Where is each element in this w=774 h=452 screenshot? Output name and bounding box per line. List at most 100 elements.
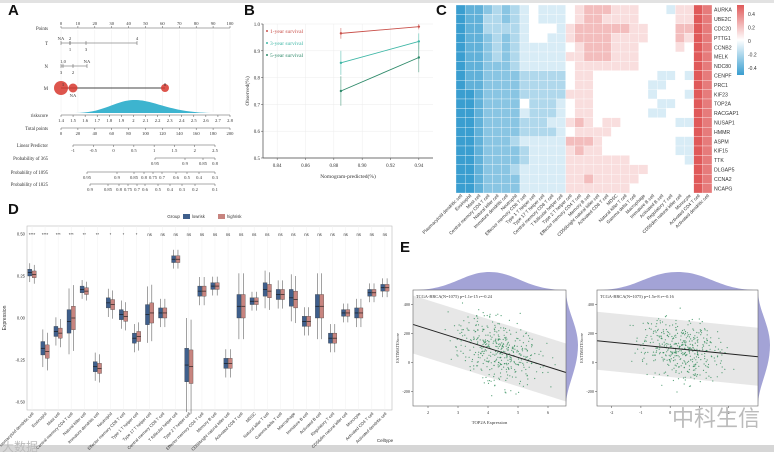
scatter-point <box>507 349 509 351</box>
scatter-point <box>643 347 645 349</box>
tick-label: 0.5 <box>131 148 137 153</box>
scatter-point <box>539 366 542 368</box>
scatter-point <box>672 353 674 355</box>
scatter-point <box>495 314 497 316</box>
heatmap-cell <box>693 42 704 53</box>
scatter-point <box>503 366 505 368</box>
scatter-point <box>490 362 492 364</box>
tick-label: -1 <box>71 148 76 153</box>
scatter-point <box>674 349 677 351</box>
heatmap-cell <box>574 183 585 194</box>
heatmap-cell <box>492 4 502 15</box>
heatmap-cell <box>474 70 484 81</box>
top-band <box>0 0 774 3</box>
scatter-point <box>685 337 688 339</box>
heatmap-cell <box>547 33 557 43</box>
heatmap-cell <box>464 164 475 175</box>
scatter-point <box>646 373 648 376</box>
heatmap-cell <box>565 80 576 90</box>
scatter-point <box>684 376 686 378</box>
scatter-point <box>470 339 472 341</box>
scatter-point <box>502 343 504 345</box>
legend-swatch <box>218 214 225 219</box>
heatmap-cell <box>675 164 685 175</box>
scatter-point <box>460 344 462 346</box>
gene-label: NDC80 <box>714 64 731 70</box>
heatmap-cell <box>666 117 676 128</box>
heatmap-cell <box>574 155 585 165</box>
heatmap-cell <box>538 51 548 62</box>
scatter-point <box>487 380 489 382</box>
legend-marker <box>266 54 268 56</box>
scatter-point <box>449 340 451 342</box>
scatter-point <box>695 367 697 370</box>
scatter-point <box>668 364 670 366</box>
heatmap-cell <box>611 155 621 165</box>
heatmap-cell <box>528 164 539 175</box>
gene-label: UBE2C <box>714 17 732 23</box>
heatmap-cell <box>647 108 658 118</box>
scatter-point <box>665 355 667 357</box>
scatter-point <box>652 354 654 356</box>
scatter-point <box>677 325 679 328</box>
heatmap-cell <box>556 70 566 81</box>
tick-label: 1.6 <box>82 118 88 123</box>
y-tick-label: 400 <box>588 302 594 307</box>
heatmap-cell <box>565 127 576 137</box>
scatter-point <box>514 348 516 350</box>
x-tick-label: 0.84 <box>273 164 282 169</box>
heatmap-cell <box>464 108 475 118</box>
scatter-point <box>510 366 512 368</box>
scatter-point <box>488 374 490 376</box>
heatmap-cell <box>519 155 530 165</box>
scatter-point <box>517 350 519 353</box>
scatter-point <box>644 351 646 354</box>
scatter-point <box>527 335 530 337</box>
heatmap-cell <box>547 108 557 118</box>
scatter-point <box>461 329 463 331</box>
heatmap-cell <box>474 23 484 34</box>
heatmap-cell <box>538 108 548 118</box>
tick-label: 60 <box>160 21 165 26</box>
scatter-point <box>681 341 683 344</box>
scatter-point <box>498 335 500 338</box>
heatmap-cell <box>629 155 640 165</box>
scatter-point <box>520 361 522 364</box>
heatmap-cell <box>574 164 585 175</box>
scatter-point <box>720 360 722 362</box>
tick-label: 2.5 <box>212 148 218 153</box>
scatter-point <box>672 351 674 353</box>
scatter-point <box>505 362 507 364</box>
heatmap-cell <box>483 4 493 15</box>
heatmap-cell <box>455 164 466 175</box>
heatmap-cell <box>684 155 694 165</box>
x-tick-label: -1 <box>639 410 643 415</box>
scatter-point <box>673 343 675 345</box>
scatter-point <box>503 350 505 352</box>
scatter-point <box>658 318 660 320</box>
scatter-point <box>521 348 523 350</box>
heatmap-cell <box>574 23 585 34</box>
scatter-point <box>677 355 679 357</box>
heatmap-cell <box>510 23 521 34</box>
heatmap-cell <box>656 183 667 194</box>
scatter-point <box>719 351 721 353</box>
tick-label: 0.4 <box>196 175 202 180</box>
scatter-point <box>498 343 500 345</box>
heatmap-cell <box>547 23 557 34</box>
heatmap-cell <box>583 155 594 165</box>
scatter-point <box>473 365 475 367</box>
plot-annotation: TCGA-BRCA(N=1075) p=1.5e-8 r=-0.16 <box>600 294 675 299</box>
heatmap-cell <box>666 145 676 156</box>
scatter-point <box>670 346 672 348</box>
heatmap-cell <box>455 127 466 137</box>
scatter-point <box>502 345 504 347</box>
heatmap-cell <box>629 51 640 62</box>
scatter-point <box>669 343 671 345</box>
scatter-point <box>675 350 677 352</box>
significance-label: **** <box>29 232 36 237</box>
scatter-point <box>688 365 691 367</box>
scatter-point <box>540 350 542 352</box>
heatmap-cell <box>647 33 658 43</box>
heatmap-cell <box>611 164 621 175</box>
